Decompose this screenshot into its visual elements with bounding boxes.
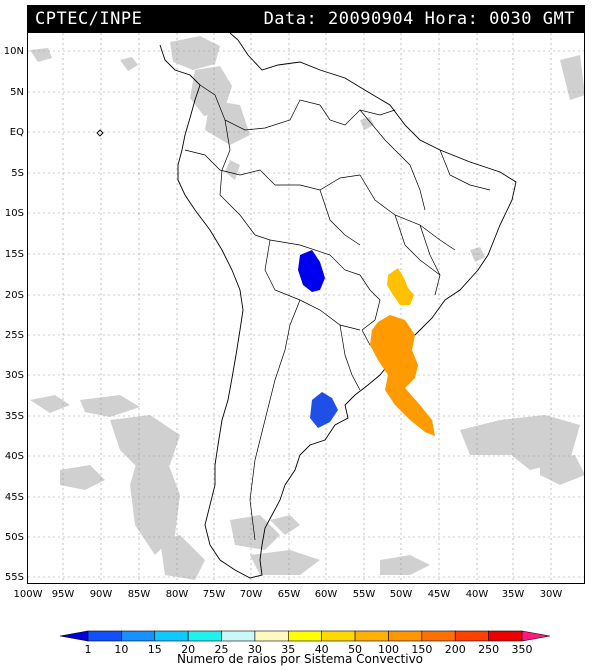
lon-label: 60W	[315, 589, 338, 600]
lat-label: 15S	[5, 249, 24, 260]
lat-label: 5N	[10, 87, 24, 98]
lat-label: 30S	[5, 370, 24, 381]
colorbar-swatch	[454, 630, 489, 642]
lon-label: 100W	[14, 589, 43, 600]
title-bar: CPTEC/INPE Data: 20090904 Hora: 0030 GMT	[27, 5, 585, 32]
colorbar-label: 15	[148, 643, 162, 656]
colorbar-label: 200	[445, 643, 466, 656]
colorbar-label: 250	[478, 643, 499, 656]
country-borders	[184, 84, 491, 541]
lat-label: 40S	[5, 451, 24, 462]
colorbar-label: 50	[348, 643, 362, 656]
lat-label: 25S	[5, 330, 24, 341]
lon-label: 75W	[203, 589, 226, 600]
colorbar-label: 350	[512, 643, 533, 656]
colorbar-swatch	[388, 630, 423, 642]
lon-label: 35W	[502, 589, 525, 600]
colorbar-arrow-right	[521, 630, 551, 642]
colorbar-swatch	[187, 630, 222, 642]
colorbar-swatch	[254, 630, 289, 642]
lat-label: 45S	[5, 492, 24, 503]
date-value: 20090904	[328, 9, 414, 29]
date-label: Data:	[263, 9, 318, 29]
lon-label: 80W	[166, 589, 189, 600]
colorbar-swatch	[354, 630, 389, 642]
colorbar-swatch	[87, 630, 122, 642]
cluster-minas	[387, 268, 414, 305]
lon-label: 90W	[90, 589, 113, 600]
lat-label: 10S	[5, 208, 24, 219]
cluster-argentina	[310, 392, 338, 428]
colorbar-label: 40	[315, 643, 329, 656]
lon-label: 40W	[466, 589, 489, 600]
lat-label: 10N	[4, 46, 24, 57]
colorbar-label: 20	[181, 643, 195, 656]
lon-label: 85W	[128, 589, 151, 600]
colorbar-label: 10	[114, 643, 128, 656]
cluster-paraguay-north	[298, 250, 325, 292]
colorbar-label: 30	[248, 643, 262, 656]
graticule	[28, 33, 584, 583]
colorbar-swatch	[288, 630, 322, 642]
colorbar-label: 1	[85, 643, 92, 656]
hour-label: Hora:	[424, 9, 479, 29]
cloud-cover	[30, 36, 584, 580]
cluster-south-brazil	[370, 315, 435, 436]
colorbar-label: 100	[378, 643, 399, 656]
colorbar-swatch	[421, 630, 456, 642]
lon-label: 45W	[428, 589, 451, 600]
lat-label: 35S	[5, 411, 24, 422]
colorbar-title: Numero de raios por Sistema Convectivo	[176, 652, 424, 666]
lon-labels: 100W 95W 90W 85W 80W 75W 70W 65W 60W 55W…	[14, 589, 563, 600]
colorbar-swatch	[154, 630, 189, 642]
colorbar-arrow-left	[59, 630, 89, 642]
lon-label: 50W	[390, 589, 413, 600]
colorbar-swatch	[221, 630, 256, 642]
colorbar-swatch	[121, 630, 156, 642]
hour-value: 0030	[489, 9, 533, 29]
map-frame	[27, 32, 585, 584]
lat-labels: 10N 5N EQ 5S 10S 15S 20S 25S 30S 35S 40S…	[4, 46, 24, 583]
timestamp: Data: 20090904 Hora: 0030 GMT	[264, 9, 575, 29]
colorbar: 1 10 15 20 25 30 35 40 50 100 150 200 250 350	[59, 630, 551, 656]
lon-label: 55W	[353, 589, 376, 600]
lat-label: EQ	[10, 127, 24, 138]
colorbar-label: 150	[411, 643, 432, 656]
lon-label: 30W	[540, 589, 563, 600]
timezone: GMT	[542, 9, 575, 29]
lon-label: 65W	[278, 589, 301, 600]
colorbar-label: 25	[215, 643, 229, 656]
colorbar-swatch	[488, 630, 523, 642]
lat-label: 50S	[5, 532, 24, 543]
lon-label: 95W	[52, 589, 75, 600]
lat-label: 55S	[5, 572, 24, 583]
lat-label: 5S	[11, 168, 24, 179]
lon-label: 70W	[240, 589, 263, 600]
lat-label: 20S	[5, 290, 24, 301]
coastline	[96, 33, 517, 579]
source-label: CPTEC/INPE	[35, 9, 143, 29]
colorbar-swatch	[321, 630, 356, 642]
colorbar-label: 35	[281, 643, 295, 656]
